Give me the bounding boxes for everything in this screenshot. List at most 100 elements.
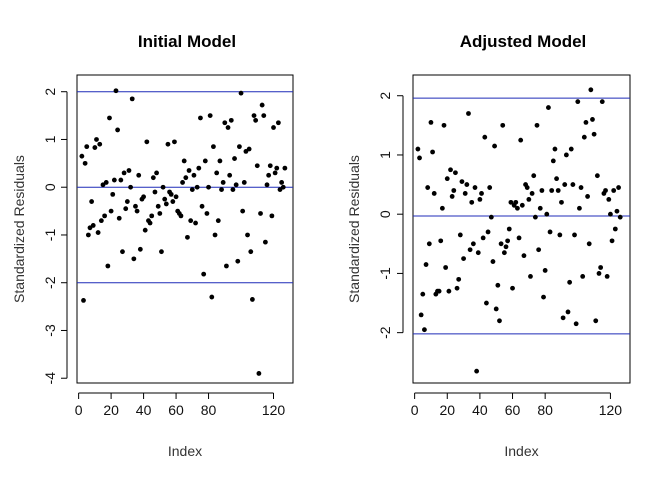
data-point — [515, 205, 520, 211]
data-point — [598, 265, 604, 270]
plot-frame — [412, 74, 631, 384]
data-point — [201, 271, 207, 277]
data-point — [617, 214, 623, 220]
chart-title: Adjusted Model — [460, 32, 587, 51]
data-point — [227, 172, 233, 178]
data-point — [157, 211, 163, 216]
data-point — [84, 144, 90, 150]
y-tick-label: 0 — [42, 183, 58, 191]
data-point — [90, 223, 96, 228]
data-point — [524, 185, 530, 190]
data-point — [147, 220, 153, 226]
data-point — [470, 241, 476, 247]
x-tick-label: 20 — [439, 402, 455, 418]
data-point — [159, 249, 164, 255]
data-point — [269, 213, 275, 219]
y-tick-label: 1 — [42, 135, 58, 143]
data-point — [120, 249, 125, 255]
y-tick-label: -1 — [377, 267, 393, 280]
data-point — [154, 170, 159, 176]
data-point — [235, 258, 241, 264]
y-tick-label: -1 — [42, 229, 58, 242]
data-point — [217, 158, 223, 164]
data-point — [484, 300, 489, 306]
data-point — [103, 180, 109, 185]
data-point — [128, 184, 133, 190]
data-point — [550, 158, 556, 164]
data-point — [559, 199, 564, 205]
x-tick-label: 120 — [262, 402, 286, 418]
data-point — [183, 175, 189, 181]
data-point — [474, 368, 480, 374]
data-point — [549, 188, 555, 193]
data-point — [439, 205, 445, 211]
data-point — [490, 259, 496, 264]
data-point — [155, 203, 161, 209]
data-point — [253, 117, 259, 123]
data-point — [477, 196, 483, 202]
data-point — [172, 139, 177, 145]
data-point — [282, 165, 288, 171]
data-point — [428, 119, 434, 125]
data-point — [241, 180, 247, 185]
data-point — [240, 208, 246, 214]
y-axis-label: Standardized Residuals — [346, 155, 362, 303]
data-point — [467, 247, 473, 253]
data-point — [186, 168, 192, 173]
data-point — [144, 139, 150, 145]
data-point — [152, 189, 158, 195]
y-axis-label: Standardized Residuals — [11, 155, 27, 303]
data-point — [441, 122, 447, 128]
data-point — [123, 206, 129, 212]
data-point — [232, 156, 237, 161]
data-point — [418, 312, 424, 318]
data-point — [534, 122, 540, 128]
data-point — [204, 211, 210, 216]
chart-title: Initial Model — [138, 32, 236, 51]
data-point — [211, 144, 216, 150]
data-point — [89, 199, 95, 204]
y-tick-label: 1 — [377, 151, 393, 159]
data-point — [570, 182, 576, 187]
data-point — [508, 199, 514, 205]
data-point — [526, 196, 532, 202]
data-point — [555, 188, 561, 193]
data-point — [593, 318, 599, 324]
data-point — [206, 184, 211, 190]
data-point — [616, 185, 621, 190]
data-point — [251, 113, 257, 118]
data-point — [246, 146, 252, 152]
data-point — [259, 102, 265, 108]
data-point — [212, 232, 218, 238]
data-point — [529, 191, 535, 196]
data-point — [562, 182, 568, 187]
y-tick-label: 2 — [377, 92, 393, 100]
x-axis-label: Index — [168, 443, 202, 459]
data-point — [178, 213, 184, 219]
data-point — [482, 134, 488, 140]
data-point — [475, 250, 481, 256]
data-point — [105, 263, 111, 269]
data-point — [464, 182, 470, 187]
data-point — [134, 208, 140, 214]
data-point — [245, 232, 250, 238]
data-point — [92, 145, 98, 150]
data-point — [274, 165, 280, 171]
data-point — [262, 239, 268, 245]
data-point — [82, 160, 88, 166]
data-point — [95, 230, 101, 235]
data-point — [224, 263, 229, 269]
data-point — [586, 241, 592, 247]
data-point — [258, 211, 263, 216]
data-point — [480, 235, 486, 241]
data-point — [249, 297, 255, 302]
data-point — [237, 144, 242, 150]
data-point — [500, 122, 506, 128]
data-point — [267, 163, 273, 169]
data-point — [228, 117, 234, 123]
y-tick-label: -2 — [42, 276, 58, 289]
y-tick-label: 0 — [377, 210, 393, 218]
data-point — [133, 203, 138, 209]
data-point — [280, 184, 286, 190]
data-point — [425, 185, 431, 190]
